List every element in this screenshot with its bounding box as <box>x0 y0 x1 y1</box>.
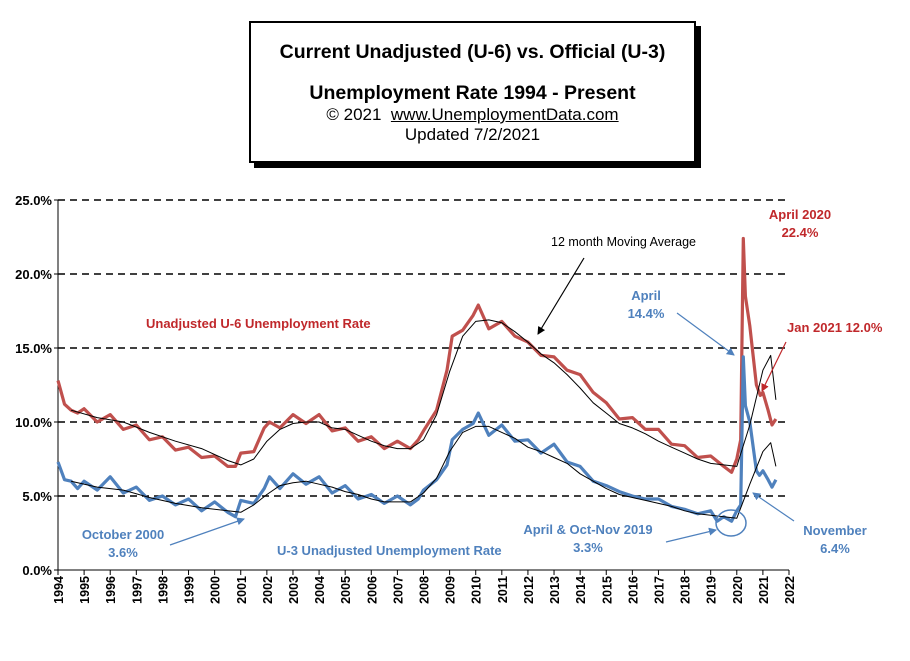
series-group <box>56 236 778 523</box>
y-tick-label: 0.0% <box>22 563 52 578</box>
pointer-november <box>752 492 795 522</box>
x-tick-label: 2011 <box>496 576 510 603</box>
x-tick-label: 2021 <box>757 576 771 604</box>
updated-text: Updated 7/2/2021 <box>404 125 541 144</box>
pointer-2019 <box>665 527 717 543</box>
annotation-april-2020: April 2020 <box>769 207 831 222</box>
x-tick-label: 2007 <box>391 576 405 604</box>
x-tick-label: 2001 <box>235 576 249 604</box>
x-tick-label: 2003 <box>287 576 301 604</box>
highlight-circle-2019 <box>715 509 747 537</box>
x-tick-label: 2014 <box>574 576 588 604</box>
pointer-jan-2021 <box>761 341 787 392</box>
x-tick-label: 2005 <box>339 576 353 604</box>
annotation-u3-label: U-3 Unadjusted Unemployment Rate <box>277 543 502 558</box>
annotation-oct-2000: 3.6% <box>108 545 138 560</box>
x-tick-label: 2000 <box>209 576 223 604</box>
copyright-text: © 2021 <box>326 105 382 124</box>
x-tick-label: 2019 <box>705 576 719 604</box>
x-tick-label: 2010 <box>470 576 484 604</box>
chart-grid <box>54 199 790 575</box>
annotation-april-2020: 22.4% <box>782 225 819 240</box>
annotation-april-u3: 14.4% <box>628 306 665 321</box>
x-tick-label: 1996 <box>104 576 118 604</box>
pointer-moving-average <box>537 257 585 335</box>
x-tick-label: 1995 <box>78 576 92 604</box>
x-tick-label: 2018 <box>679 576 693 604</box>
x-tick-label: 2002 <box>261 576 275 604</box>
annotations-group: April 2020 22.4% Jan 2021 12.0% April 14.4% U… <box>82 207 883 560</box>
chart-title-box: Current Unadjusted (U-6) vs. Official (U… <box>249 21 696 163</box>
x-tick-label: 1997 <box>130 576 144 604</box>
annotation-november: November <box>803 523 867 538</box>
x-tick-label: 1998 <box>156 576 170 604</box>
chart-title-line2: Unemployment Rate 1994 - Present <box>309 82 636 104</box>
x-tick-label: 2006 <box>365 576 379 604</box>
annotation-moving-average: 12 month Moving Average <box>551 235 696 249</box>
chart-title-source: © 2021 www.UnemploymentData.com <box>251 105 694 125</box>
annotation-apr-oct-2019: April & Oct-Nov 2019 <box>523 522 652 537</box>
x-tick-label: 2013 <box>548 576 562 604</box>
x-tick-label: 1994 <box>52 576 66 604</box>
x-tick-label: 2015 <box>600 576 614 604</box>
chart-title-line1: Current Unadjusted (U-6) vs. Official (U… <box>279 41 666 63</box>
y-tick-label: 20.0% <box>15 267 52 282</box>
annotation-apr-oct-2019: 3.3% <box>573 540 603 555</box>
annotation-april-u3: April <box>631 288 661 303</box>
u3-moving-average-line <box>70 425 777 519</box>
x-tick-label: 2008 <box>418 576 432 604</box>
annotation-jan-2021: Jan 2021 12.0% <box>787 320 883 335</box>
annotation-november: 6.4% <box>820 541 850 556</box>
pointer-april-u3 <box>676 312 735 356</box>
annotation-oct-2000: October 2000 <box>82 527 164 542</box>
x-tick-label: 2016 <box>626 576 640 604</box>
u6-series-line <box>56 236 778 474</box>
y-tick-label: 15.0% <box>15 341 52 356</box>
y-tick-label: 5.0% <box>22 489 52 504</box>
site-link[interactable]: www.UnemploymentData.com <box>390 105 619 124</box>
pointer-oct-2000 <box>169 517 245 546</box>
x-tick-label: 2020 <box>731 576 745 604</box>
y-tick-label: 25.0% <box>15 193 52 208</box>
y-axis-tick-labels: 0.0% 5.0% 10.0% 15.0% 20.0% 25.0% <box>15 193 52 578</box>
x-tick-label: 2017 <box>652 576 666 604</box>
x-tick-label: 2012 <box>522 576 536 604</box>
x-tick-label: 1999 <box>183 576 197 604</box>
u6-moving-average-line <box>70 319 777 467</box>
x-tick-label: 2009 <box>444 576 458 604</box>
annotation-u6-label: Unadjusted U-6 Unemployment Rate <box>146 316 371 331</box>
x-axis-tick-labels: 1994 1995 1996 1997 1998 1999 2000 2001 2002 2003… <box>52 576 797 604</box>
x-tick-label: 2004 <box>313 576 327 604</box>
x-tick-label: 2022 <box>783 576 797 604</box>
y-tick-label: 10.0% <box>15 415 52 430</box>
